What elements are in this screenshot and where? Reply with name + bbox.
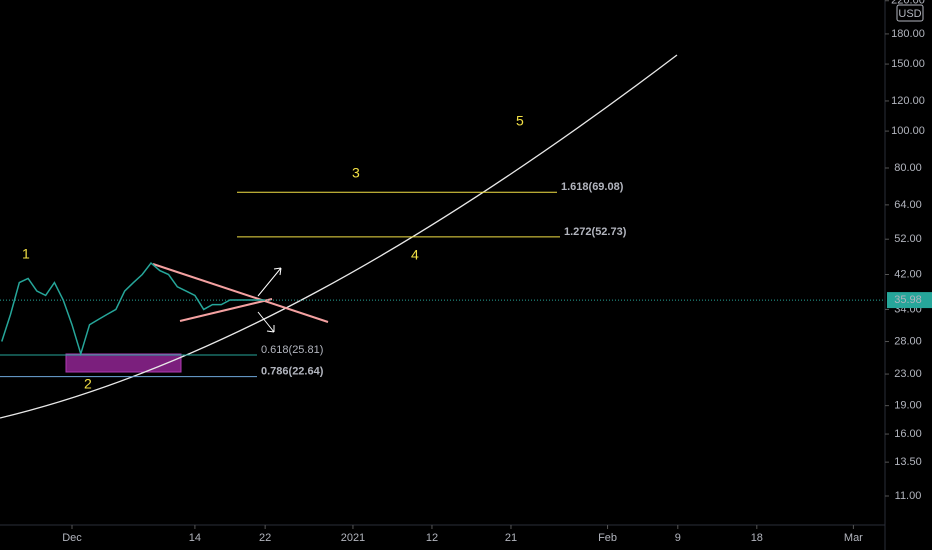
last-price-label: 35.98 bbox=[894, 294, 922, 306]
y-tick-label: 42.00 bbox=[894, 268, 922, 280]
x-tick-label: 22 bbox=[259, 532, 271, 544]
y-tick-label: 180.00 bbox=[891, 28, 925, 40]
fib-label: 1.618(69.08) bbox=[561, 181, 624, 193]
y-tick-label: 64.00 bbox=[894, 199, 922, 211]
price-line bbox=[1, 262, 266, 357]
y-tick-label: 150.00 bbox=[891, 58, 925, 70]
fib-label: 1.272(52.73) bbox=[564, 226, 627, 238]
x-tick-label: 21 bbox=[505, 532, 517, 544]
y-tick-label: 100.00 bbox=[891, 125, 925, 137]
x-tick-label: Feb bbox=[598, 532, 617, 544]
arrow bbox=[257, 267, 282, 333]
wave-label: 2 bbox=[84, 376, 92, 392]
wave-label: 1 bbox=[22, 246, 30, 262]
curve bbox=[0, 54, 678, 419]
x-tick-label: 18 bbox=[751, 532, 763, 544]
fib-label: 0.618(25.81) bbox=[261, 344, 323, 356]
trend-line bbox=[179, 298, 273, 322]
x-tick-label: 9 bbox=[675, 532, 681, 544]
wave-label: 5 bbox=[516, 113, 524, 129]
y-tick-label: 16.00 bbox=[894, 428, 922, 440]
x-tick-label: 2021 bbox=[341, 532, 365, 544]
y-tick-label: 13.50 bbox=[894, 456, 922, 468]
y-tick-label: 220.00 bbox=[891, 0, 925, 7]
wave-label: 3 bbox=[352, 165, 360, 181]
y-tick-label: 120.00 bbox=[891, 95, 925, 107]
wave-label: 4 bbox=[411, 247, 419, 263]
y-tick-label: 19.00 bbox=[894, 400, 922, 412]
x-tick-label: 12 bbox=[426, 532, 438, 544]
fib-label: 0.786(22.64) bbox=[261, 366, 324, 378]
y-tick-label: 52.00 bbox=[894, 233, 922, 245]
trend-line bbox=[152, 263, 329, 323]
y-tick-label: 28.00 bbox=[894, 335, 922, 347]
y-tick-label: 80.00 bbox=[894, 162, 922, 174]
y-tick-label: 23.00 bbox=[894, 368, 922, 380]
last-price-badge bbox=[887, 292, 932, 309]
x-tick-label: Dec bbox=[62, 532, 82, 544]
currency-box bbox=[896, 4, 924, 22]
x-tick-label: Mar bbox=[844, 532, 863, 544]
currency: USD bbox=[898, 8, 921, 20]
x-tick-label: 14 bbox=[189, 532, 201, 544]
zone-box bbox=[65, 353, 182, 373]
y-tick-label: 11.00 bbox=[895, 490, 922, 502]
